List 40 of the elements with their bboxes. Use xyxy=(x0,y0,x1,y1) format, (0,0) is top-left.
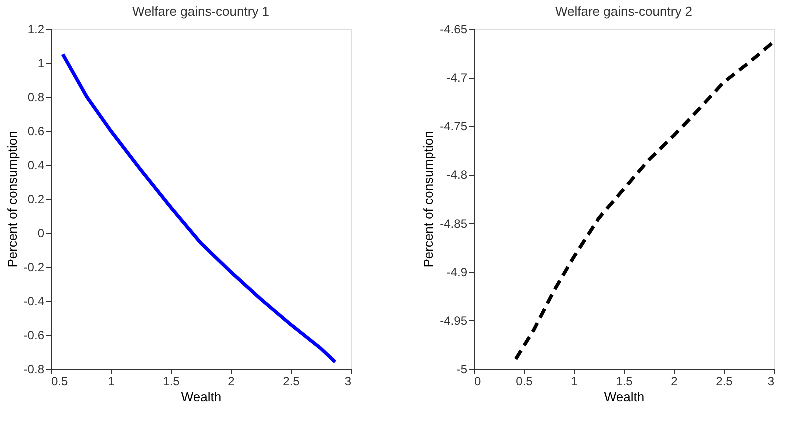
line-series xyxy=(61,52,338,364)
y-tick-label: -4.8 xyxy=(446,168,468,182)
line-series xyxy=(514,42,774,362)
x-tick-label: 0.5 xyxy=(516,374,534,388)
x-tick-label: 3 xyxy=(344,374,352,388)
x-tick-label: 2.5 xyxy=(716,374,734,388)
y-tick-label: -4.95 xyxy=(440,314,468,328)
x-tick-label: 1 xyxy=(571,374,578,388)
y-tick-label: 0.8 xyxy=(28,90,45,104)
y-axis-title: Percent of consumption xyxy=(4,131,20,268)
y-tick-label: 1.2 xyxy=(28,22,45,36)
y-tick-label: -0.8 xyxy=(24,362,45,376)
x-tick-label: 2.5 xyxy=(283,374,300,388)
y-tick-label: 0.2 xyxy=(28,192,45,206)
x-tick-label: 1 xyxy=(108,374,116,388)
y-tick-label: -5 xyxy=(456,362,468,376)
x-tick-label: 0 xyxy=(474,374,482,388)
y-tick-label: 0 xyxy=(38,226,45,240)
y-tick-label: -4.7 xyxy=(446,71,468,86)
y-tick-label: -4.9 xyxy=(446,265,468,280)
y-tick-label: -0.2 xyxy=(24,260,45,274)
x-axis-title: Wealth xyxy=(181,390,222,404)
x-tick-label: 1.5 xyxy=(163,374,180,388)
chart-title: Welfare gains-country 2 xyxy=(555,4,693,19)
y-tick-label: -0.6 xyxy=(24,328,45,342)
x-tick-label: 3 xyxy=(768,374,775,388)
x-tick-label: 0.5 xyxy=(52,374,69,388)
y-tick-label: -0.4 xyxy=(24,294,45,308)
chart-title: Welfare gains-country 1 xyxy=(132,4,270,19)
x-tick-label: 1.5 xyxy=(616,374,634,388)
y-tick-label: 1 xyxy=(38,56,45,70)
y-tick-label: -4.65 xyxy=(440,22,468,36)
y-tick-label: -4.75 xyxy=(440,120,468,134)
x-tick-label: 2 xyxy=(671,374,678,388)
y-axis-title: Percent of consumption xyxy=(421,131,436,268)
y-tick-label: 0.4 xyxy=(28,158,45,172)
x-tick-label: 2 xyxy=(228,374,236,388)
x-axis-title: Wealth xyxy=(604,390,645,404)
y-tick-label: -4.85 xyxy=(440,216,468,231)
y-tick-label: 0.6 xyxy=(28,124,45,138)
